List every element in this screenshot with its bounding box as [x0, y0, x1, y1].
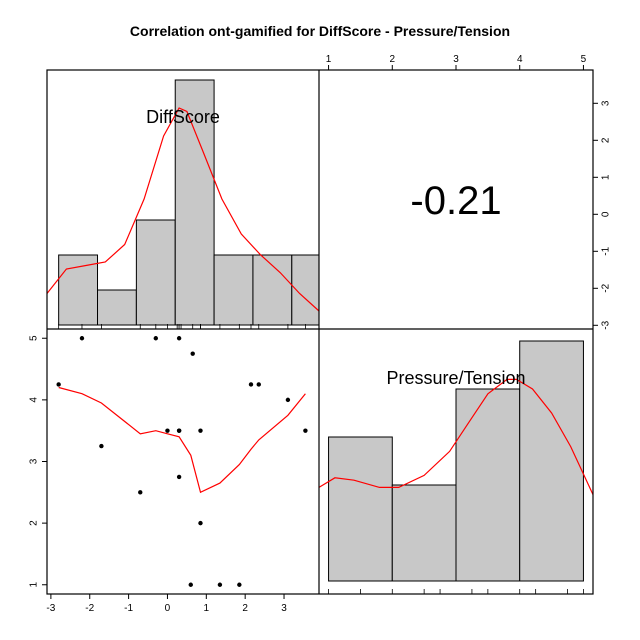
pressure-density-curve [318, 378, 594, 495]
x-axis-tick-label: -3 [46, 603, 55, 614]
scatter-point [237, 582, 242, 587]
diffscore-hist-bar-1 [58, 254, 99, 326]
diffscore-hist-bar-2 [97, 289, 137, 326]
diffscore-density-curve [46, 107, 320, 312]
scatter-point [99, 443, 104, 449]
diffscore-hist-bar-4 [174, 79, 215, 326]
right-axis-tick-label: 2 [601, 137, 612, 143]
scatter-point [217, 582, 223, 587]
top-axis-tick-label: 2 [389, 54, 395, 65]
scatter-point [176, 474, 182, 480]
pressure-variable-label: Pressure/Tension [386, 368, 525, 388]
top-axis-tick-label: 1 [326, 54, 332, 65]
right-axis-tick-label: -1 [601, 246, 612, 255]
scatter-point [79, 336, 85, 341]
scatter-point [256, 382, 261, 387]
diffscore-variable-label: DiffScore [146, 107, 220, 127]
x-axis-tick-label: 2 [242, 603, 248, 614]
top-axis-tick-label: 5 [581, 54, 587, 65]
scatter-point [153, 336, 158, 341]
x-axis-tick-label: 1 [204, 603, 210, 614]
left-axis-tick-label: 4 [29, 397, 40, 403]
scatter-point [198, 520, 203, 526]
left-axis-tick-label: 3 [29, 458, 40, 464]
top-axis-tick-label: 4 [517, 54, 523, 65]
right-axis-tick-label: 0 [601, 211, 612, 217]
scatter-point [190, 351, 195, 356]
right-axis-tick-label: -3 [601, 320, 612, 329]
correlation-value: -0.21 [410, 179, 501, 223]
x-axis-tick-label: 0 [165, 603, 171, 614]
scatter-point [188, 582, 193, 587]
left-axis-tick-label: 2 [29, 520, 40, 526]
left-axis-tick-label: 5 [29, 335, 40, 341]
scatter-point [303, 428, 308, 433]
scatter-point [138, 490, 143, 495]
pressure-hist-bar-1 [328, 436, 393, 582]
scatter-point [165, 428, 170, 433]
scatter-point [176, 336, 182, 341]
x-axis-tick-label: -2 [85, 603, 94, 614]
diffscore-hist-bar-6 [252, 254, 293, 326]
scatter-point [56, 382, 61, 387]
right-axis-tick-label: -2 [601, 283, 612, 292]
chart-title: Correlation ont-gamified for DiffScore -… [130, 23, 510, 39]
matrix-border [46, 69, 594, 595]
scatter-smoother-line [58, 386, 306, 494]
scatter-point [176, 428, 182, 433]
pressure-hist-bar-2 [391, 484, 457, 582]
scatter-point [248, 382, 254, 387]
pressure-hist-bar-4 [519, 340, 584, 582]
diffscore-hist-bar-5 [213, 254, 254, 326]
scatter-point [285, 397, 291, 403]
right-axis-tick-label: 3 [601, 100, 612, 106]
pressure-hist-bar-3 [455, 388, 521, 582]
x-axis-tick-label: -1 [124, 603, 133, 614]
x-axis-tick-label: 3 [281, 603, 287, 614]
right-axis-tick-label: 1 [601, 174, 612, 180]
top-axis-tick-label: 3 [453, 54, 459, 65]
diffscore-hist-bar-3 [135, 219, 176, 326]
left-axis-tick-label: 1 [29, 582, 40, 588]
scatter-point [198, 428, 203, 433]
